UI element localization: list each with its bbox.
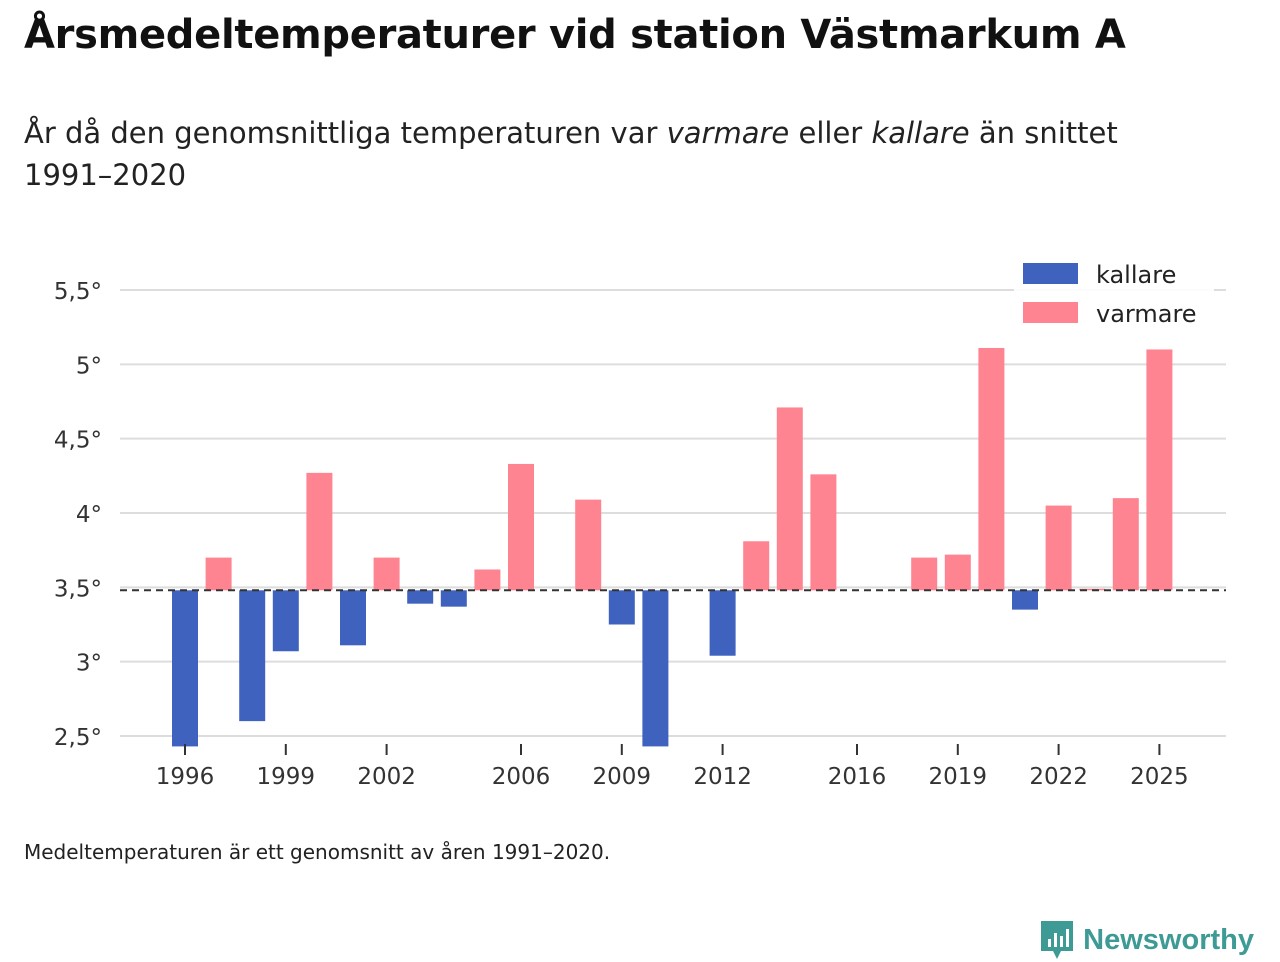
y-tick-label: 4,5° xyxy=(54,428,102,454)
bar-2020[interactable] xyxy=(978,347,1005,591)
x-tick-label: 2012 xyxy=(693,764,752,790)
bar-1999[interactable] xyxy=(272,590,299,652)
bar-2013[interactable] xyxy=(743,541,770,591)
x-tick-label: 2019 xyxy=(929,764,988,790)
gridlines xyxy=(120,289,1226,737)
y-tick-label: 3° xyxy=(76,651,102,677)
bar-2021[interactable] xyxy=(1012,590,1038,610)
bar-2001[interactable] xyxy=(340,590,366,646)
x-axis: 1996 1999 2002 2006 2009 2012 2016 2019 2022 2025 xyxy=(156,744,1189,790)
subtitle-warm-word: varmare xyxy=(666,116,790,150)
legend-swatch-kallare xyxy=(1023,263,1078,284)
x-tick-label: 1999 xyxy=(257,764,316,790)
bar-2010[interactable] xyxy=(642,590,669,747)
bar-2005[interactable] xyxy=(474,569,501,591)
bar-2019[interactable] xyxy=(944,554,971,591)
x-tick-label: 2009 xyxy=(593,764,652,790)
y-tick-label: 2,5° xyxy=(54,725,102,751)
subtitle-text-2: eller xyxy=(789,116,872,150)
legend-label-kallare: kallare xyxy=(1096,261,1176,289)
x-tick-label: 2016 xyxy=(828,764,887,790)
y-tick-label: 3,5° xyxy=(54,576,102,602)
bar-2025[interactable] xyxy=(1146,349,1173,591)
x-tick-label: 2006 xyxy=(492,764,551,790)
bar-2022[interactable] xyxy=(1045,505,1072,591)
newsworthy-logo[interactable]: Newsworthy xyxy=(1039,918,1254,962)
y-tick-label: 5,5° xyxy=(54,279,102,305)
y-tick-label: 5° xyxy=(76,353,102,379)
bar-1998[interactable] xyxy=(239,590,266,722)
bar-2024[interactable] xyxy=(1112,498,1139,591)
footnote: Medeltemperaturen är ett genomsnitt av å… xyxy=(24,840,611,864)
bar-2012[interactable] xyxy=(709,590,736,656)
bar-2008[interactable] xyxy=(575,499,602,591)
bar-2000[interactable] xyxy=(306,472,333,591)
subtitle-text-1: År då den genomsnittliga temperaturen va… xyxy=(24,116,667,150)
y-tick-label: 4° xyxy=(76,502,102,528)
chart-subtitle: År då den genomsnittliga temperaturen va… xyxy=(24,112,1204,196)
bar-1997[interactable] xyxy=(205,557,232,591)
legend-label-varmare: varmare xyxy=(1096,300,1197,328)
bar-2014[interactable] xyxy=(776,407,803,591)
bar-2002[interactable] xyxy=(373,557,400,591)
bars xyxy=(172,347,1173,747)
legend-swatch-varmare xyxy=(1023,302,1078,323)
x-tick-label: 2025 xyxy=(1130,764,1189,790)
x-tick-label: 2002 xyxy=(357,764,416,790)
newsworthy-icon xyxy=(1041,921,1074,959)
bar-2018[interactable] xyxy=(911,557,938,591)
brand-name: Newsworthy xyxy=(1083,923,1254,956)
bar-2006[interactable] xyxy=(508,463,534,591)
subtitle-text-3: än snittet 1991–2020 xyxy=(24,116,1118,192)
bar-2003[interactable] xyxy=(407,590,434,604)
bar-1996[interactable] xyxy=(172,590,198,747)
chart-title: Årsmedeltemperaturer vid station Västmar… xyxy=(24,12,1126,58)
bar-2004[interactable] xyxy=(440,590,467,607)
subtitle-cold-word: kallare xyxy=(871,116,970,150)
x-tick-label: 2022 xyxy=(1029,764,1088,790)
bar-2009[interactable] xyxy=(608,590,635,625)
y-axis: 2,5° 3° 3,5° 4° 4,5° 5° 5,5° xyxy=(54,279,102,751)
x-tick-label: 1996 xyxy=(156,764,215,790)
legend: kallare varmare xyxy=(1014,255,1214,335)
bar-2015[interactable] xyxy=(810,474,837,591)
